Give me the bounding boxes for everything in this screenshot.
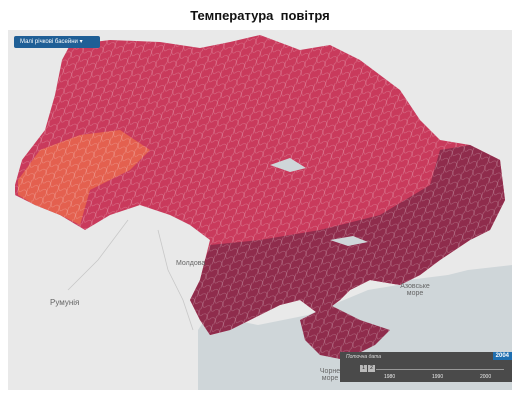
timeline-button[interactable]: 2 xyxy=(368,365,375,372)
timeline-caption: Поточна дата xyxy=(346,354,382,360)
map-label: Азовське море xyxy=(400,283,430,297)
timeline-tick: 1980 xyxy=(384,374,396,380)
timeline-tick: 1990 xyxy=(432,374,444,380)
timeline-current: 2004 xyxy=(492,352,512,360)
title: Температура повітря xyxy=(190,8,330,23)
dropdown-label: Малі річкові басейни xyxy=(20,39,78,45)
map-label: Молдова xyxy=(176,260,206,267)
reservoirs xyxy=(270,158,368,246)
timeline-button[interactable]: 1 xyxy=(360,365,367,372)
timeline-tick: 2000 xyxy=(480,374,492,380)
map-label: Румунія xyxy=(50,298,80,307)
map xyxy=(8,30,512,390)
border xyxy=(67,219,194,331)
timeline-track xyxy=(376,369,504,370)
timeline[interactable]: Поточна дата 1 2 1980 1990 2000 2004 xyxy=(340,352,512,382)
map-label: Чорне море xyxy=(319,368,341,382)
river-basins xyxy=(15,35,505,360)
basin-dropdown[interactable]: Малі річкові басейни ▾ xyxy=(14,36,100,48)
